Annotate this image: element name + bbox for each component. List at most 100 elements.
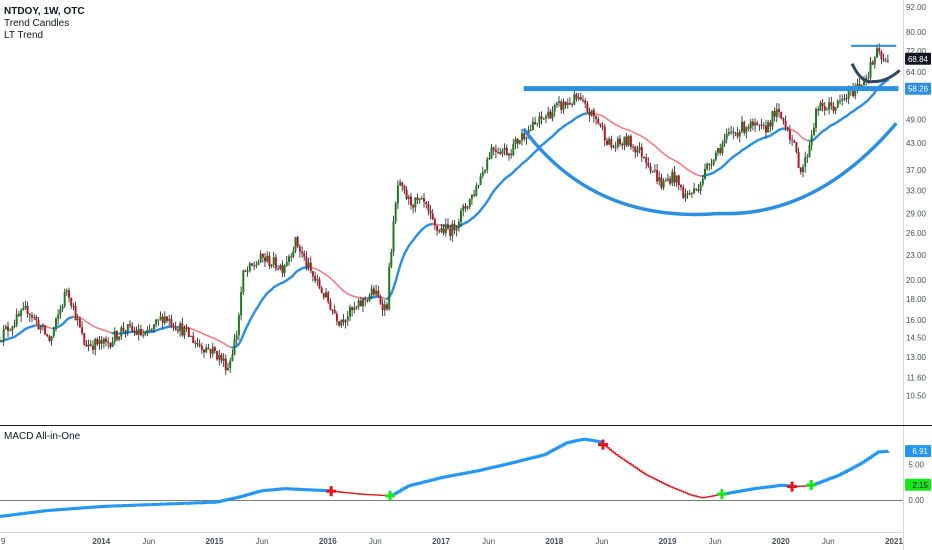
candle[interactable] [381,299,384,316]
candle[interactable] [9,328,12,332]
candle[interactable] [216,350,219,361]
candle[interactable] [680,183,682,191]
candle[interactable] [229,357,232,373]
candle[interactable] [488,152,491,160]
candle[interactable] [70,297,73,309]
candle[interactable] [540,111,543,125]
candle[interactable] [257,259,260,266]
candle[interactable] [168,314,171,326]
candle[interactable] [161,313,164,329]
candle[interactable] [105,335,107,347]
candle[interactable] [4,324,7,330]
candle[interactable] [309,256,312,274]
candle[interactable] [666,173,669,182]
candle[interactable] [113,327,116,345]
candle[interactable] [645,153,648,169]
candle[interactable] [590,109,593,117]
candle[interactable] [510,149,513,159]
candle[interactable] [717,147,719,156]
candle[interactable] [24,300,27,311]
candle[interactable] [782,117,785,125]
candle[interactable] [179,321,182,337]
candle[interactable] [568,97,571,106]
candle[interactable] [111,337,114,348]
candle[interactable] [451,220,454,242]
macd-buy-signal[interactable] [385,490,395,501]
candle[interactable] [638,142,641,154]
candle[interactable] [420,195,423,200]
candle[interactable] [786,126,789,132]
candle[interactable] [873,56,876,69]
candle[interactable] [653,164,656,173]
candle[interactable] [623,136,626,151]
candle[interactable] [636,145,639,157]
candle[interactable] [355,305,358,310]
candle[interactable] [288,254,290,266]
candle[interactable] [253,261,256,271]
drawing-layer[interactable] [522,44,901,217]
candle[interactable] [318,277,321,290]
candle[interactable] [83,332,86,346]
candle[interactable] [242,269,245,295]
candle[interactable] [542,117,545,120]
candle[interactable] [266,251,269,263]
candle[interactable] [390,248,393,269]
candle[interactable] [586,101,589,114]
candle[interactable] [470,194,473,205]
candle[interactable] [31,312,33,323]
candle[interactable] [20,308,23,323]
candle[interactable] [662,178,665,191]
candle[interactable] [723,133,726,148]
candle[interactable] [316,274,319,286]
candle[interactable] [386,301,388,311]
candle[interactable] [11,325,14,336]
candle[interactable] [880,49,883,65]
candle[interactable] [290,252,293,262]
candle[interactable] [788,125,791,144]
candle[interactable] [159,311,162,321]
candle[interactable] [756,120,759,126]
candle[interactable] [754,118,757,132]
candle[interactable] [555,101,558,108]
candle[interactable] [669,175,672,186]
candle[interactable] [94,337,97,356]
candle[interactable] [597,116,600,125]
macd-sell-signal[interactable] [326,486,337,497]
macd-sell-signal[interactable] [787,481,798,492]
candle[interactable] [584,98,587,109]
candle[interactable] [673,166,676,187]
candle[interactable] [122,322,125,333]
candle[interactable] [697,183,700,193]
candle[interactable] [714,150,717,162]
candle[interactable] [183,325,186,339]
indicator-trend-candles[interactable]: Trend Candles [4,18,70,29]
candle[interactable] [55,317,57,332]
candle[interactable] [671,168,674,187]
candle[interactable] [233,333,236,356]
candle[interactable] [455,225,458,237]
candle[interactable] [531,117,534,131]
candle[interactable] [595,114,598,125]
candle[interactable] [57,309,60,325]
candle[interactable] [296,235,299,249]
candle[interactable] [799,166,802,175]
candle[interactable] [762,122,765,130]
candle[interactable] [508,152,510,161]
cup-arc[interactable] [522,122,898,217]
candle[interactable] [185,324,188,332]
candle[interactable] [477,184,480,189]
candle[interactable] [192,331,195,344]
candle[interactable] [213,346,216,354]
candle[interactable] [231,349,234,362]
candle[interactable] [529,124,532,132]
candle[interactable] [462,203,465,217]
candle[interactable] [218,350,221,366]
candle[interactable] [619,135,621,147]
candle[interactable] [693,182,696,195]
candle[interactable] [871,60,874,65]
candle[interactable] [780,111,783,120]
symbol-title[interactable]: NTDOY, 1W, OTC [4,6,85,17]
candle[interactable] [283,264,286,277]
candle[interactable] [98,335,101,350]
